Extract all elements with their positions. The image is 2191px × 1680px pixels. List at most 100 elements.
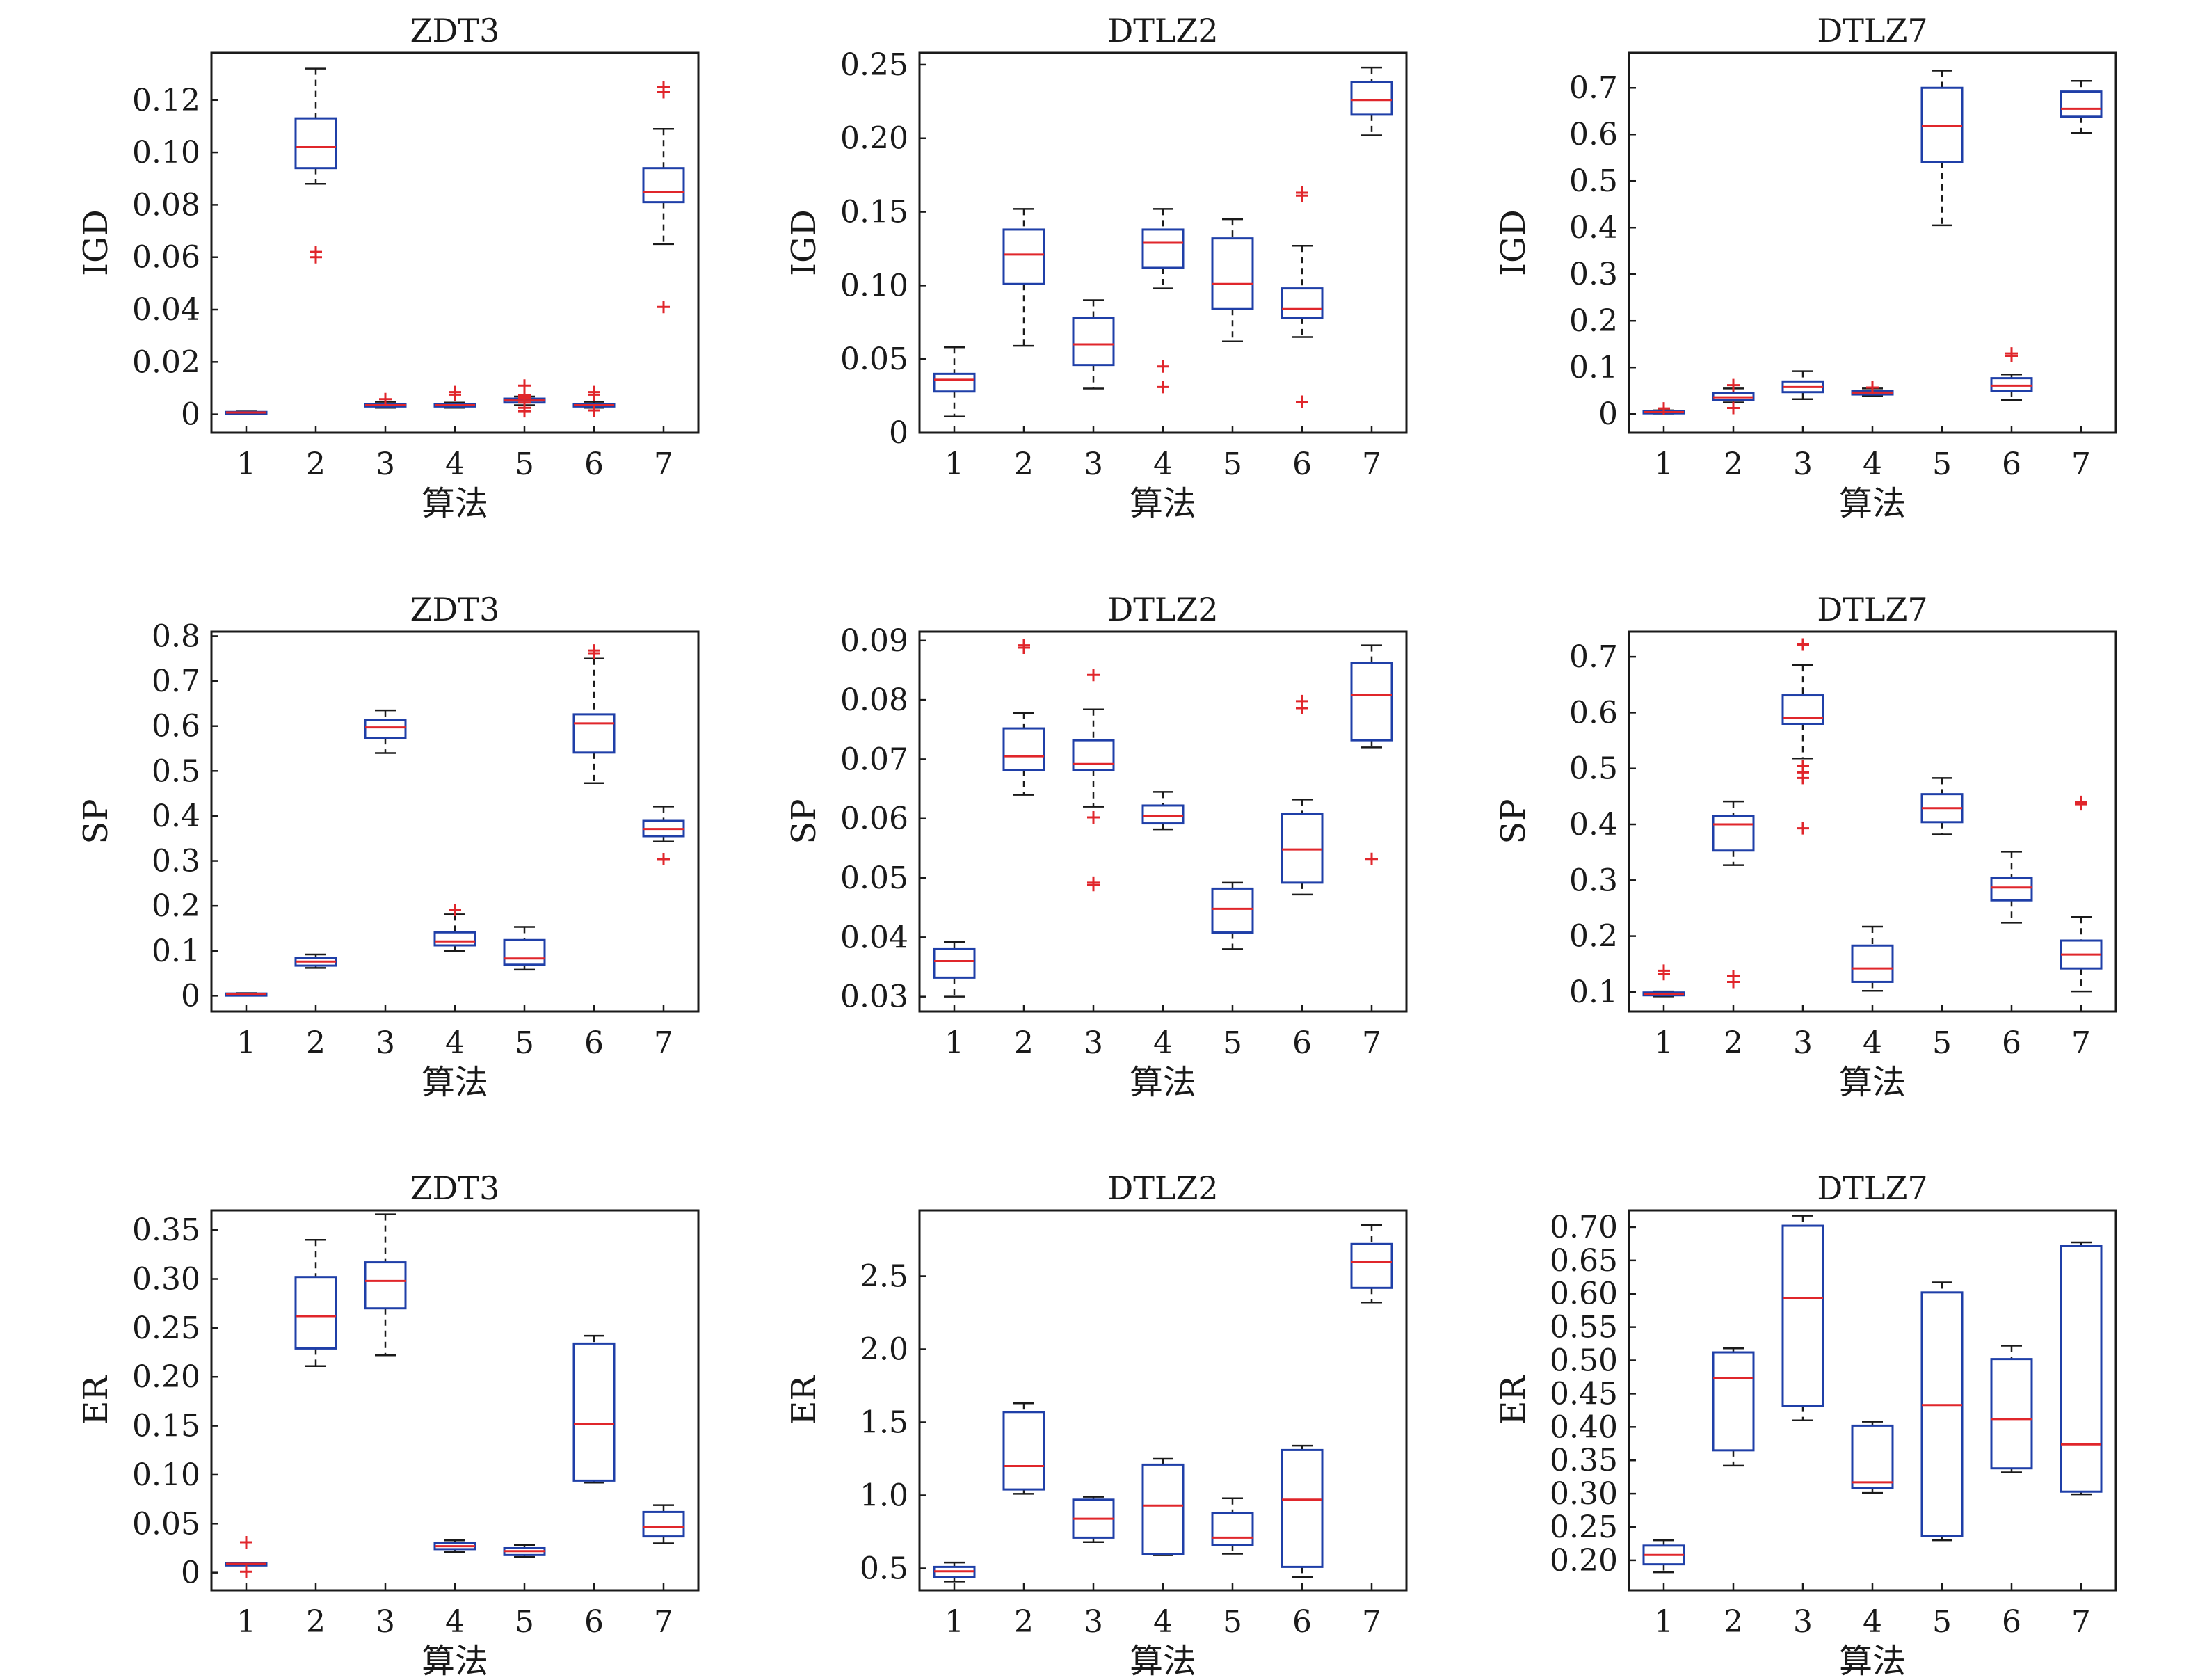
x-tick-label: 1 — [236, 447, 256, 482]
x-tick-label: 7 — [654, 1604, 673, 1640]
box-6 — [1281, 186, 1324, 408]
y-tick-label: 0.03 — [840, 979, 908, 1015]
box-2 — [294, 953, 337, 969]
outlier-marker — [1658, 402, 1670, 415]
outlier-marker — [310, 246, 322, 259]
box-3 — [364, 1213, 407, 1357]
y-tick-label: 0.4 — [1569, 210, 1618, 246]
x-tick-label: 4 — [1153, 1025, 1173, 1061]
x-tick-label: 6 — [584, 1025, 604, 1061]
y-tick-label: 0.45 — [1550, 1376, 1618, 1411]
box-iqr — [294, 1276, 337, 1350]
x-tick-label: 4 — [1153, 447, 1173, 482]
x-tick-label: 5 — [1932, 447, 1952, 482]
outlier-marker — [379, 392, 392, 406]
box-2 — [1002, 208, 1045, 347]
y-tick-label: 0.3 — [1569, 863, 1618, 898]
box-6 — [1281, 1444, 1324, 1578]
y-tick-label: 0.06 — [840, 801, 908, 837]
panel-9: DTLZ70.200.250.300.350.400.450.500.550.6… — [1494, 1169, 2117, 1680]
box-iqr — [1002, 727, 1045, 771]
box-4 — [1851, 381, 1894, 397]
box-iqr — [1350, 81, 1393, 116]
box-1 — [933, 1561, 976, 1583]
outlier-marker — [240, 1565, 252, 1578]
x-tick-label: 1 — [236, 1604, 256, 1640]
box-iqr — [1211, 887, 1254, 934]
y-tick-label: 1.0 — [860, 1478, 908, 1514]
x-tick-label: 1 — [945, 1604, 964, 1640]
box-iqr — [364, 719, 407, 739]
box-iqr — [1781, 694, 1824, 725]
box-2 — [1712, 1347, 1755, 1467]
outlier-marker — [1797, 760, 1809, 773]
box-3 — [1072, 1496, 1115, 1543]
box-iqr — [1712, 1351, 1755, 1452]
x-tick-label: 4 — [1863, 447, 1882, 482]
y-tick-label: 0.7 — [1569, 70, 1618, 106]
x-tick-label: 3 — [376, 1604, 395, 1640]
panel-title: DTLZ2 — [1107, 591, 1218, 628]
x-tick-label: 5 — [1223, 1604, 1242, 1640]
y-tick-label: 0.04 — [840, 920, 908, 955]
y-tick-label: 0.10 — [132, 1457, 200, 1493]
x-tick-label: 4 — [1153, 1604, 1173, 1640]
y-tick-label: 0 — [181, 397, 200, 433]
y-tick-label: 0.09 — [840, 623, 908, 659]
panel-title: ZDT3 — [410, 12, 500, 49]
box-4 — [1141, 208, 1185, 394]
outlier-marker — [1296, 395, 1308, 408]
outlier-marker — [518, 379, 531, 392]
x-tick-label: 3 — [1793, 447, 1813, 482]
plot-frame — [210, 630, 700, 1013]
y-tick-label: 0.05 — [132, 1506, 200, 1542]
y-axis-label: SP — [1494, 799, 1533, 844]
box-6 — [1990, 851, 2033, 924]
box-iqr — [642, 1510, 685, 1538]
outlier-marker — [657, 852, 670, 865]
x-axis-label: 算法 — [1839, 1063, 1906, 1102]
x-tick-label: 2 — [306, 1604, 326, 1640]
y-tick-label: 0.25 — [1550, 1510, 1618, 1545]
x-tick-label: 2 — [1724, 1025, 1743, 1061]
plot-frame — [918, 630, 1408, 1013]
panel-8: DTLZ2 0.5 1.0 1.5 2.0 2.5 1 2 3 4 5 6 7 算法 ER — [785, 1169, 1408, 1680]
y-tick-label: 1.5 — [860, 1405, 908, 1441]
outlier-marker — [1087, 876, 1100, 889]
outlier-marker — [588, 385, 600, 399]
y-tick-label: 0.1 — [1569, 350, 1618, 385]
x-tick-label: 7 — [2071, 447, 2091, 482]
y-tick-label: 0.5 — [1569, 163, 1618, 199]
x-tick-label: 1 — [1654, 447, 1674, 482]
box-2 — [294, 67, 337, 264]
x-tick-label: 1 — [1654, 1025, 1674, 1061]
y-tick-label: 0.20 — [132, 1359, 200, 1395]
box-iqr — [2060, 1245, 2103, 1493]
outlier-marker — [588, 403, 600, 417]
box-3 — [364, 709, 407, 754]
x-tick-label: 5 — [515, 447, 534, 482]
box-iqr — [1990, 1358, 2033, 1470]
box-3 — [364, 392, 407, 409]
x-tick-label: 4 — [445, 447, 465, 482]
x-tick-label: 2 — [306, 1025, 326, 1061]
y-tick-label: 0.50 — [1550, 1343, 1618, 1379]
x-tick-label: 4 — [1863, 1604, 1882, 1640]
x-axis-label: 算法 — [1839, 484, 1906, 523]
box-7 — [1350, 66, 1393, 136]
outlier-marker — [2075, 795, 2087, 808]
y-tick-label: 0.20 — [1550, 1543, 1618, 1578]
box-5 — [503, 926, 546, 971]
box-7 — [642, 1504, 685, 1544]
x-axis-label: 算法 — [422, 484, 488, 523]
y-tick-label: 0.55 — [1550, 1310, 1618, 1345]
y-tick-label: 0 — [889, 415, 908, 451]
box-iqr — [1781, 1224, 1824, 1407]
box-1 — [933, 346, 976, 417]
x-tick-label: 6 — [1292, 447, 1312, 482]
y-tick-label: 0.4 — [152, 799, 200, 834]
box-6 — [572, 1334, 616, 1484]
x-tick-label: 7 — [654, 1025, 673, 1061]
outlier-marker — [1018, 639, 1030, 652]
panel-6: DTLZ7 0.1 0.2 0.3 0.4 0.5 0.6 0.7 1 2 3 4 5 6 7 算法 SP — [1494, 591, 2117, 1102]
